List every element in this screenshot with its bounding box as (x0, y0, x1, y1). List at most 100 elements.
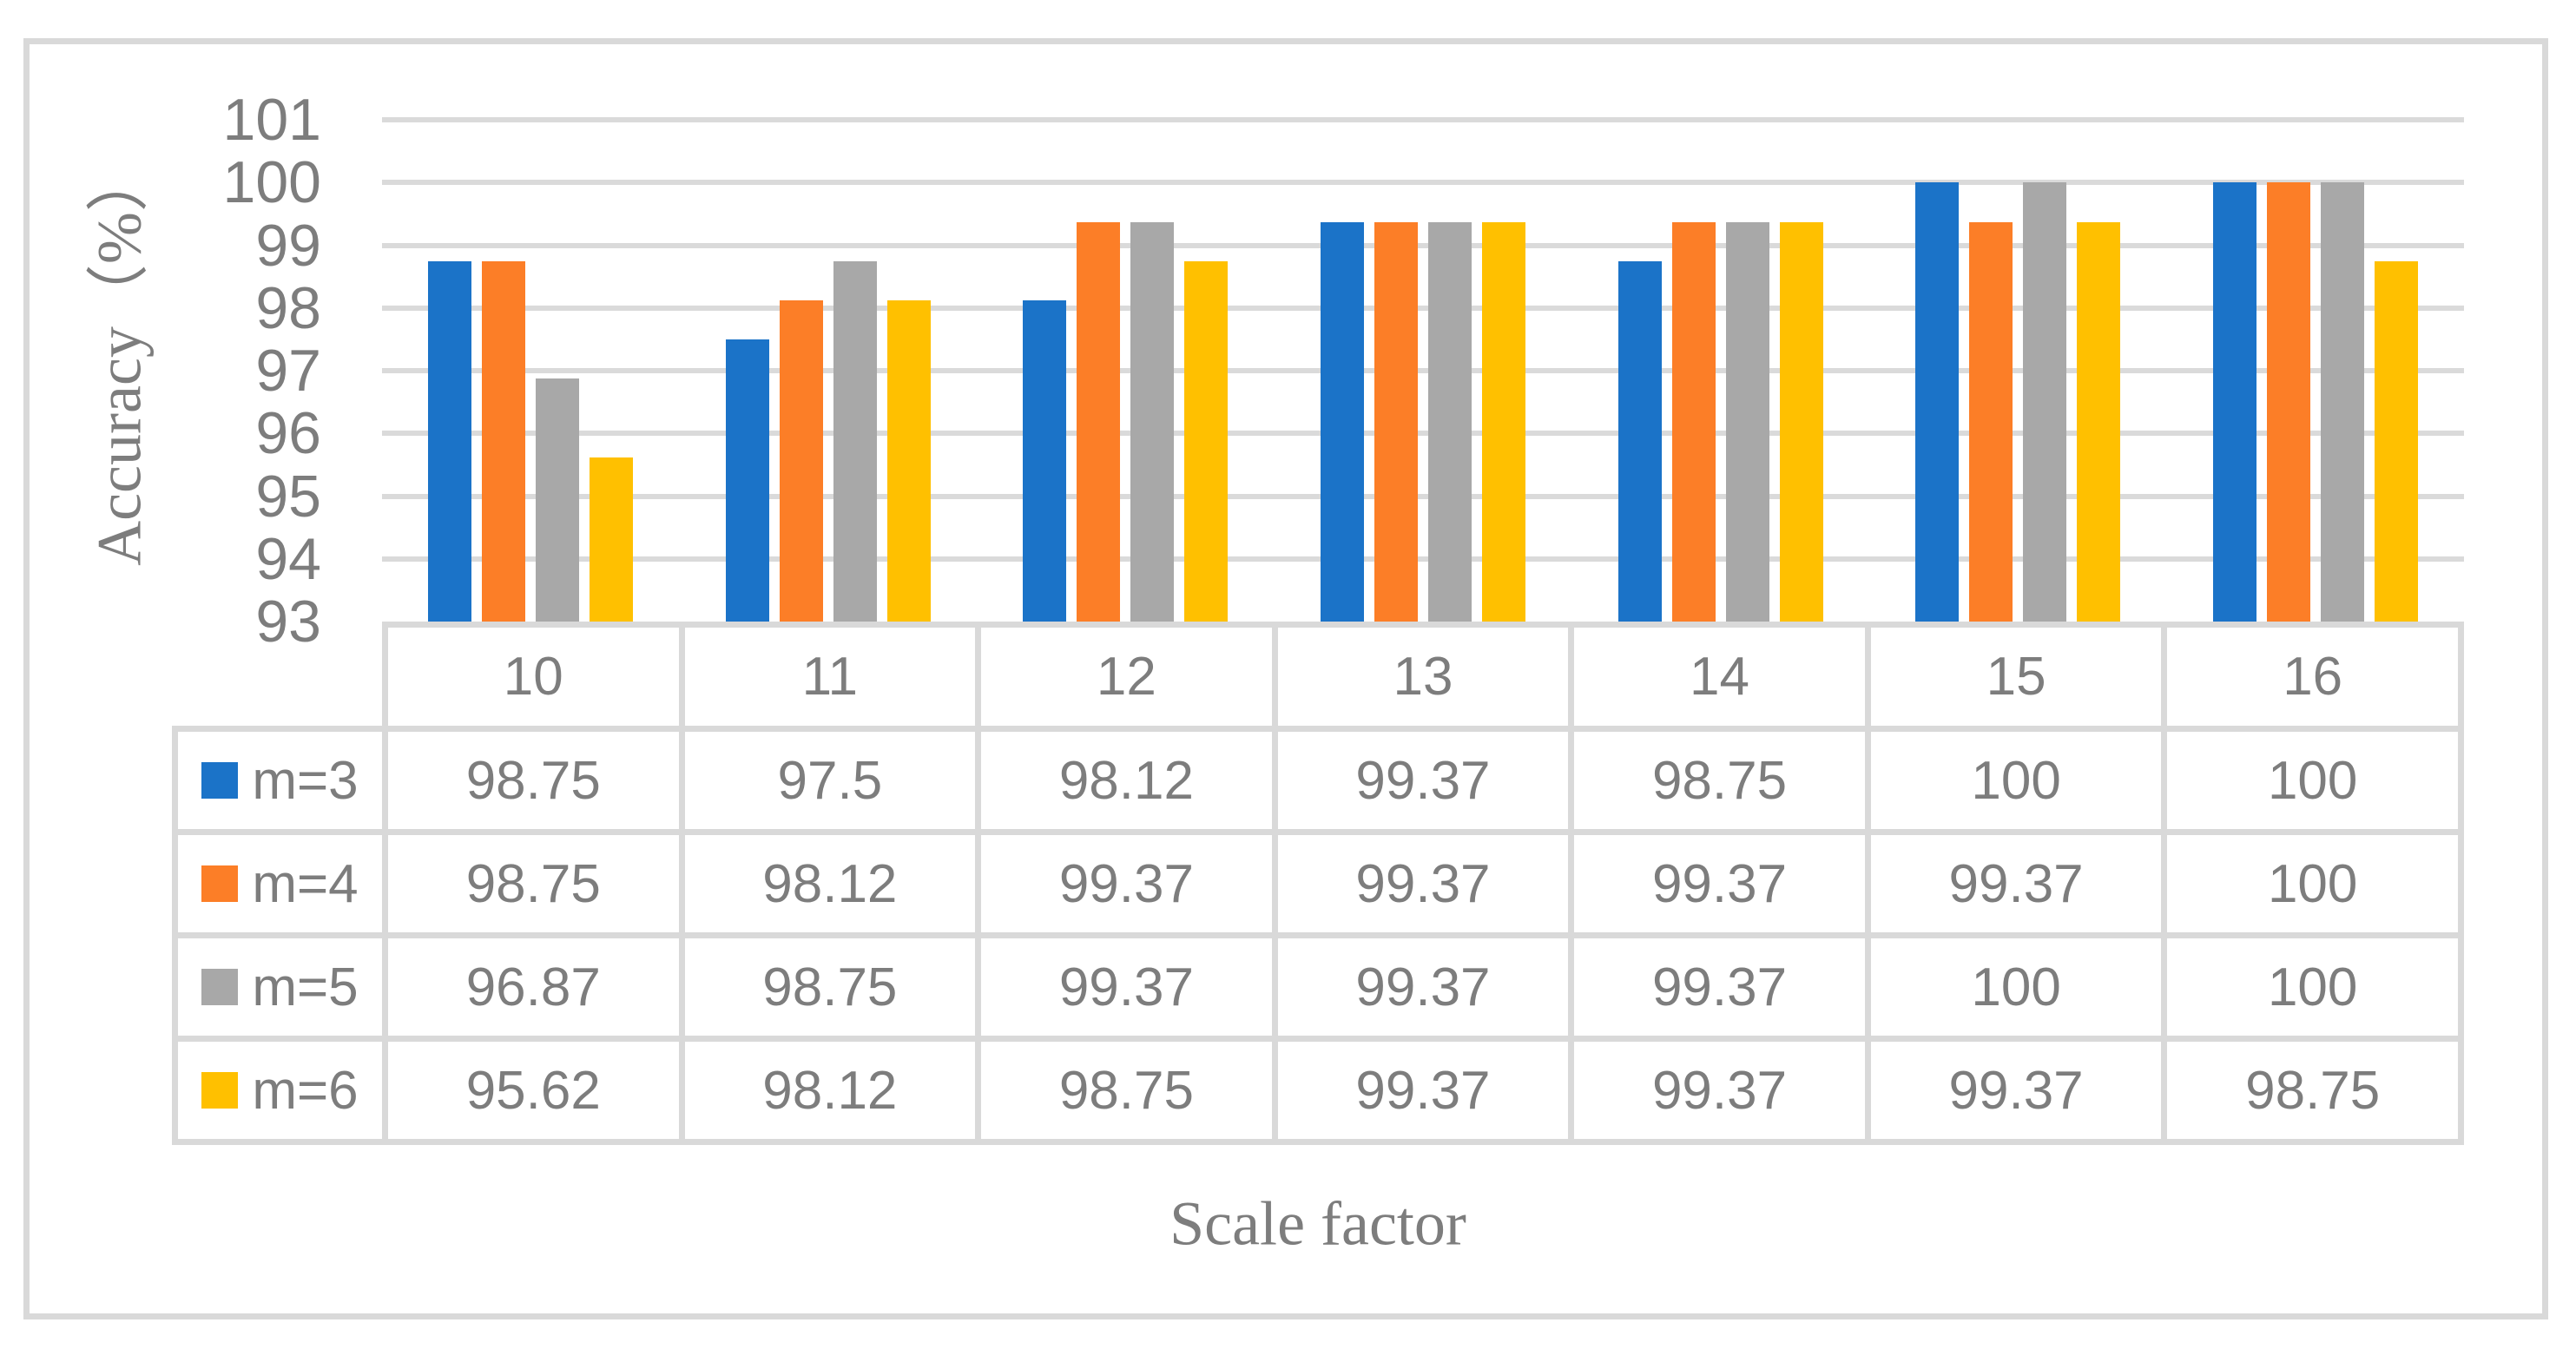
y-tick-label-99: 99 (255, 212, 321, 279)
value-m=5-scale-13: 99.37 (1271, 932, 1575, 1042)
bar-m=6-scale-10 (590, 457, 634, 625)
legend-cell-m=3: m=3 (172, 726, 388, 835)
bar-m=4-scale-12 (1077, 221, 1121, 625)
legend-label: m=6 (252, 1060, 359, 1121)
legend-swatch-m=5 (201, 969, 239, 1005)
y-tick-label-93: 93 (255, 589, 321, 655)
table-row-m=3: m=3 98.75 97.5 98.12 99.37 98.75 100 100 (172, 726, 2464, 835)
bar-m=6-scale-14 (1779, 221, 1823, 625)
bar-m=5-scale-15 (2023, 182, 2067, 625)
value-m=6-scale-15: 99.37 (1864, 1036, 2168, 1145)
category-header-10: 10 (382, 622, 685, 732)
value-m=5-scale-11: 98.75 (678, 932, 982, 1042)
value-m=5-scale-14: 99.37 (1568, 932, 1871, 1042)
bar-m=3-scale-15 (1915, 182, 1960, 625)
bar-m=6-scale-16 (2374, 260, 2418, 625)
bar-m=6-scale-12 (1184, 260, 1229, 625)
gridline-99 (382, 242, 2464, 248)
category-header-11: 11 (678, 622, 982, 732)
gridline-101 (382, 117, 2464, 122)
gridline-100 (382, 180, 2464, 186)
bar-m=3-scale-11 (725, 339, 769, 625)
bar-m=3-scale-16 (2212, 182, 2256, 625)
value-m=4-scale-16: 100 (2161, 829, 2464, 938)
bar-m=3-scale-13 (1321, 221, 1364, 625)
bar-m=5-scale-11 (833, 260, 877, 625)
value-m=3-scale-11: 97.5 (678, 726, 982, 835)
x-axis-title: Scale factor (1169, 1188, 1466, 1259)
bar-m=4-scale-13 (1374, 221, 1418, 625)
legend-label: m=3 (252, 750, 359, 811)
data-table: 10 11 12 13 14 15 16 m=3 98.75 97.5 98.12 99.37 98.… (172, 622, 2464, 1145)
bar-m=4-scale-10 (482, 260, 526, 625)
value-m=3-scale-16: 100 (2161, 726, 2464, 835)
bar-m=6-scale-11 (886, 300, 931, 625)
legend-cell-m=4: m=4 (172, 829, 388, 938)
bar-m=4-scale-15 (1969, 221, 2013, 625)
category-header-16: 16 (2161, 622, 2464, 732)
category-header-13: 13 (1271, 622, 1575, 732)
value-m=5-scale-15: 100 (1864, 932, 2168, 1042)
bar-m=5-scale-14 (1725, 221, 1769, 625)
legend-swatch-m=4 (201, 865, 239, 902)
value-m=4-scale-11: 98.12 (678, 829, 982, 938)
value-m=3-scale-13: 99.37 (1271, 726, 1575, 835)
gridline-98 (382, 305, 2464, 311)
bar-m=4-scale-14 (1671, 221, 1716, 625)
y-axis-title: Accuracy（%） (84, 149, 155, 566)
legend-entry: m=5 (178, 957, 382, 1018)
value-m=4-scale-14: 99.37 (1568, 829, 1871, 938)
value-m=6-scale-14: 99.37 (1568, 1036, 1871, 1145)
bar-m=5-scale-10 (536, 378, 580, 625)
value-m=3-scale-10: 98.75 (382, 726, 685, 835)
bar-m=5-scale-13 (1428, 221, 1472, 625)
y-tick-label-96: 96 (255, 400, 321, 467)
gridline-95 (382, 493, 2464, 499)
y-tick-label-98: 98 (255, 274, 321, 341)
value-m=4-scale-13: 99.37 (1271, 829, 1575, 938)
value-m=3-scale-15: 100 (1864, 726, 2168, 835)
y-tick-label-101: 101 (222, 87, 321, 153)
legend-label: m=4 (252, 853, 359, 914)
y-tick-label-95: 95 (255, 463, 321, 530)
category-header-12: 12 (975, 622, 1278, 732)
value-m=5-scale-12: 99.37 (975, 932, 1278, 1042)
value-m=4-scale-10: 98.75 (382, 829, 685, 938)
value-m=5-scale-16: 100 (2161, 932, 2464, 1042)
value-m=3-scale-12: 98.12 (975, 726, 1278, 835)
y-tick-label-97: 97 (255, 338, 321, 404)
bar-m=6-scale-15 (2077, 221, 2121, 625)
bar-m=5-scale-16 (2320, 182, 2364, 625)
bar-m=3-scale-14 (1617, 260, 1662, 625)
legend-cell-m=6: m=6 (172, 1036, 388, 1145)
table-row-m=6: m=6 95.62 98.12 98.75 99.37 99.37 99.37 98.75 (172, 1036, 2464, 1145)
bar-m=6-scale-13 (1482, 221, 1525, 625)
value-m=4-scale-15: 99.37 (1864, 829, 2168, 938)
table-header-row: 10 11 12 13 14 15 16 (175, 622, 2464, 732)
value-m=6-scale-16: 98.75 (2161, 1036, 2464, 1145)
y-tick-label-94: 94 (255, 525, 321, 592)
legend-swatch-m=6 (201, 1072, 239, 1109)
bar-m=5-scale-12 (1130, 221, 1175, 625)
bar-m=3-scale-12 (1023, 300, 1067, 625)
value-m=6-scale-11: 98.12 (678, 1036, 982, 1145)
value-m=3-scale-14: 98.75 (1568, 726, 1871, 835)
legend-swatch-m=3 (201, 762, 239, 799)
y-tick-label-100: 100 (222, 149, 321, 216)
value-m=6-scale-13: 99.37 (1271, 1036, 1575, 1145)
gridline-97 (382, 368, 2464, 373)
table-row-m=4: m=4 98.75 98.12 99.37 99.37 99.37 99.37 100 (172, 829, 2464, 938)
legend-entry: m=4 (178, 853, 382, 915)
gridline-96 (382, 431, 2464, 437)
legend-cell-m=5: m=5 (172, 932, 388, 1042)
value-m=6-scale-12: 98.75 (975, 1036, 1278, 1145)
category-header-14: 14 (1568, 622, 1871, 732)
legend-label: m=5 (252, 957, 359, 1017)
bar-m=4-scale-11 (779, 300, 823, 625)
value-m=5-scale-10: 96.87 (382, 932, 685, 1042)
table-row-m=5: m=5 96.87 98.75 99.37 99.37 99.37 100 100 (172, 932, 2464, 1042)
gridline-94 (382, 556, 2464, 562)
bar-m=3-scale-10 (428, 260, 472, 625)
